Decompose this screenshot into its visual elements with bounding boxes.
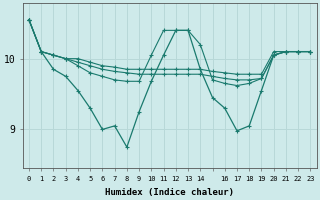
X-axis label: Humidex (Indice chaleur): Humidex (Indice chaleur) bbox=[105, 188, 234, 197]
